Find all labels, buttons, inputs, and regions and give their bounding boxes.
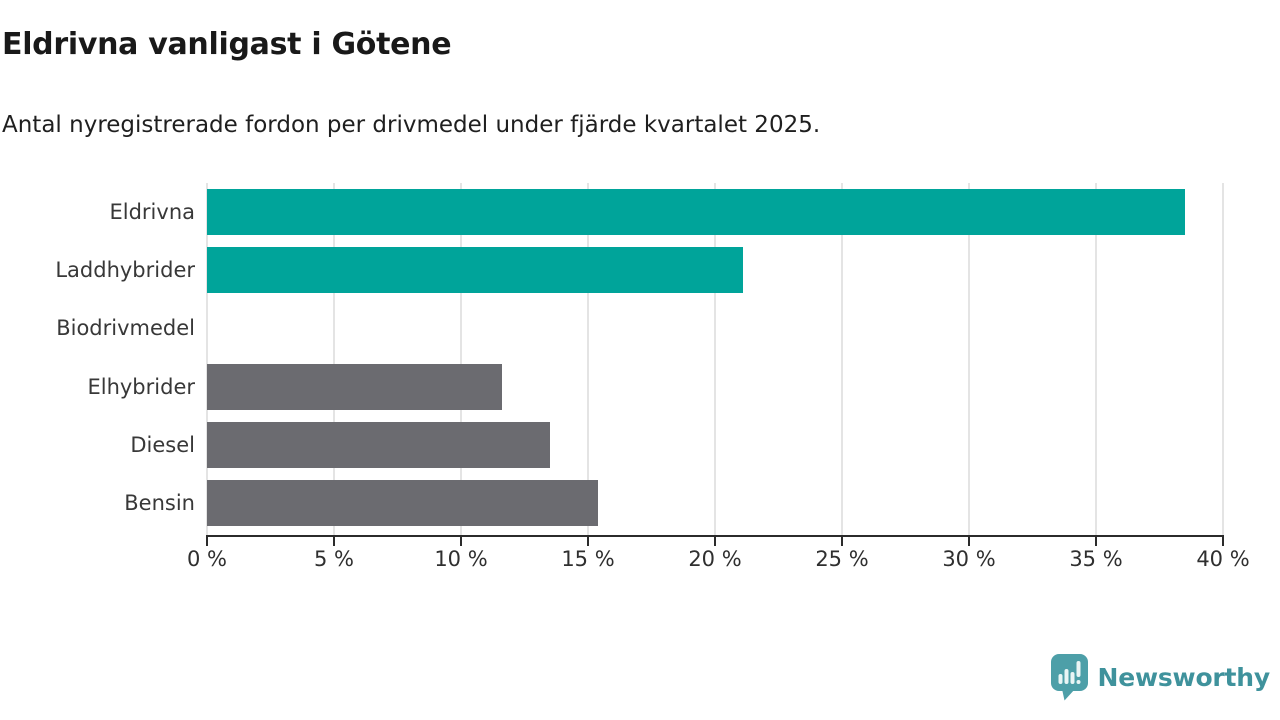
x-tick-40 — [1222, 535, 1224, 546]
gridline-30 — [968, 183, 970, 535]
bar-diesel — [207, 421, 550, 468]
x-tick-5 — [333, 535, 335, 546]
chart-title: Eldrivna vanligast i Götene — [2, 27, 452, 62]
chart-subtitle: Antal nyregistrerade fordon per drivmede… — [2, 112, 821, 138]
x-tick-20 — [714, 535, 716, 546]
bar-chart: Eldrivna vanligast i Götene Antal nyregi… — [2, 27, 1250, 571]
gridline-20 — [714, 183, 716, 535]
bar-bensin — [207, 480, 599, 527]
category-label-bensin: Bensin — [124, 491, 195, 516]
newsworthy-branding: Newsworthy — [1050, 654, 1271, 701]
x-tick-label-10: 10 % — [434, 547, 488, 571]
category-label-biodrivmedel: Biodrivmedel — [56, 316, 195, 341]
newsworthy-speech-bubble-barchart-icon — [1050, 654, 1088, 701]
x-tick-30 — [968, 535, 970, 546]
x-tick-label-15: 15 % — [561, 547, 615, 571]
gridline-15 — [587, 183, 589, 535]
gridline-10 — [460, 183, 462, 535]
x-tick-label-5: 5 % — [314, 547, 354, 571]
x-tick-10 — [460, 535, 462, 546]
x-tick-label-25: 25 % — [815, 547, 869, 571]
x-tick-15 — [587, 535, 589, 546]
bar-elhybrider — [207, 363, 502, 410]
x-tick-35 — [1095, 535, 1097, 546]
category-label-diesel: Diesel — [130, 432, 195, 457]
newsworthy-logo-text: Newsworthy — [1097, 663, 1271, 692]
category-label-laddhybrider: Laddhybrider — [55, 257, 195, 282]
x-tick-label-0: 0 % — [187, 547, 227, 571]
bar-eldrivna — [207, 188, 1185, 235]
gridline-25 — [841, 183, 843, 535]
category-label-eldrivna: Eldrivna — [109, 199, 195, 224]
x-tick-25 — [841, 535, 843, 546]
x-tick-label-40: 40 % — [1196, 547, 1250, 571]
x-tick-0 — [206, 535, 208, 546]
x-tick-label-30: 30 % — [942, 547, 996, 571]
category-label-elhybrider: Elhybrider — [87, 374, 195, 399]
gridline-35 — [1095, 183, 1097, 535]
x-tick-label-20: 20 % — [688, 547, 742, 571]
gridline-0 — [206, 183, 208, 535]
x-tick-label-35: 35 % — [1069, 547, 1123, 571]
plot-area — [206, 183, 1224, 535]
bar-laddhybrider — [207, 246, 743, 293]
gridline-5 — [333, 183, 335, 535]
gridline-40 — [1222, 183, 1224, 535]
